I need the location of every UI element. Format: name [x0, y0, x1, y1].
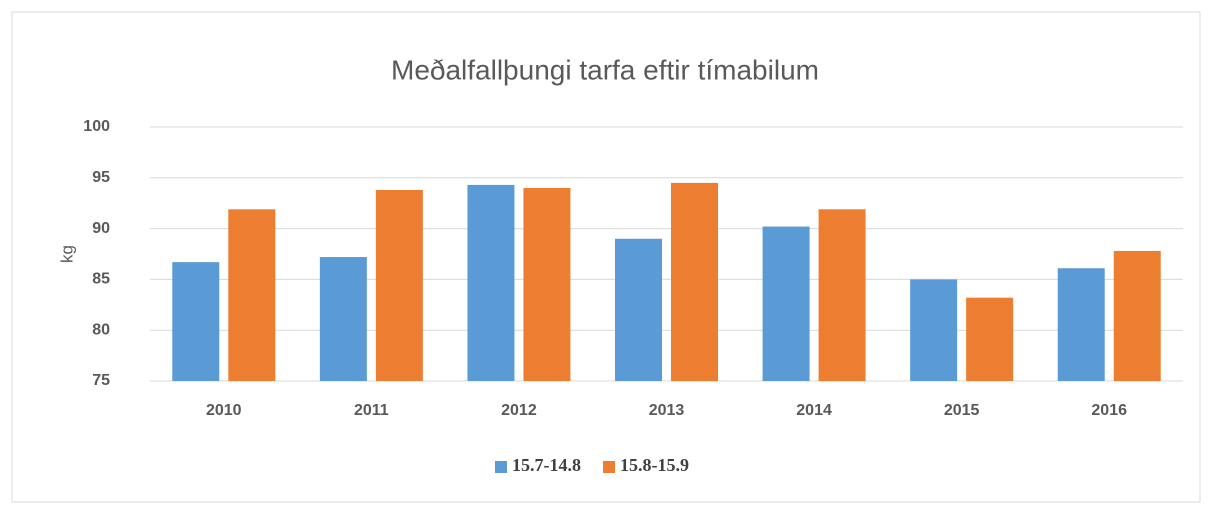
y-tick-label: 75 [92, 372, 110, 389]
bar [375, 189, 423, 381]
x-tick-label: 2015 [944, 402, 980, 419]
x-tick-label: 2011 [354, 402, 389, 419]
x-tick-label: 2010 [206, 402, 242, 419]
y-tick-label: 90 [92, 220, 110, 237]
bar [1113, 250, 1161, 381]
bar [523, 187, 571, 381]
bar [1057, 268, 1105, 381]
y-tick-label: 85 [92, 271, 110, 288]
bar [615, 238, 662, 381]
bar [467, 184, 515, 381]
legend-label: 15.7-14.8 [512, 455, 581, 475]
bar [319, 257, 367, 381]
bar [818, 209, 866, 381]
x-tick-label: 2016 [1091, 402, 1127, 419]
y-axis-label: kg [57, 245, 76, 263]
chart-border [11, 11, 1201, 503]
x-tick-label: 2013 [649, 402, 685, 419]
legend-swatch [495, 461, 507, 473]
bar [172, 262, 220, 381]
x-tick-label: 2014 [796, 402, 832, 419]
bar [228, 209, 276, 381]
bar [671, 182, 718, 381]
x-tick-label: 2012 [501, 402, 537, 419]
bar [910, 279, 958, 381]
bar [762, 226, 810, 381]
legend-label: 15.8-15.9 [620, 455, 689, 475]
y-tick-label: 100 [83, 118, 110, 135]
bar [966, 297, 1014, 381]
legend-swatch [603, 461, 615, 473]
y-tick-label: 80 [92, 321, 110, 338]
chart-title: Meðalfallþungi tarfa eftir tímabilum [391, 54, 819, 85]
y-tick-label: 95 [92, 169, 110, 186]
